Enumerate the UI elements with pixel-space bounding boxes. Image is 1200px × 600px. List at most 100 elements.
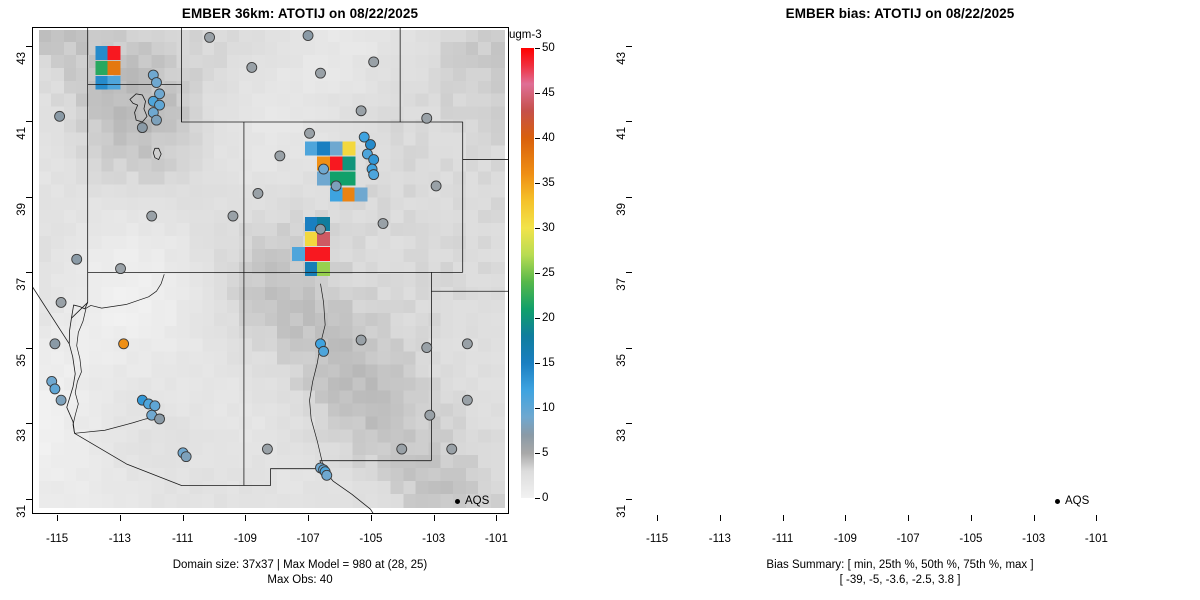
y-tick-label: 43 <box>616 51 628 65</box>
x-tickmark <box>782 515 784 521</box>
x-tick-label: -111 <box>171 533 194 545</box>
x-tickmark <box>308 515 310 521</box>
x-tickmark <box>119 515 121 521</box>
filled-circle-icon <box>455 498 460 504</box>
y-tick-label: 43 <box>16 51 28 65</box>
x-tickmark <box>719 515 721 521</box>
colorbar-tickmark <box>535 318 540 319</box>
x-tick-label: -103 <box>422 533 446 545</box>
colorbar-tickmark <box>535 228 540 229</box>
aqs-legend-right: AQS <box>1055 495 1089 507</box>
panel-model: EMBER 36km: ATOTIJ on 08/22/2025 -115 -11… <box>0 6 555 586</box>
y-tickmark <box>26 498 32 500</box>
aqs-legend-label-right: AQS <box>1065 495 1090 507</box>
x-tickmark <box>1033 515 1035 521</box>
x-tickmark <box>970 515 972 521</box>
y-tickmark <box>626 121 632 123</box>
colorbar-tick-label: 10 <box>542 402 555 414</box>
panel-bias: EMBER bias: ATOTIJ on 08/22/2025 -115 -11… <box>600 0 1200 600</box>
colorbar-tickmark <box>535 498 540 499</box>
y-tick-label: 33 <box>616 429 628 443</box>
panel-model-title: EMBER 36km: ATOTIJ on 08/22/2025 <box>181 6 419 21</box>
y-tick-label: 41 <box>16 127 28 141</box>
model-caption-line1: Domain size: 37x37 | Max Model = 980 at … <box>172 559 428 571</box>
x-tickmark <box>433 515 435 521</box>
x-tick-label: -101 <box>484 533 508 545</box>
model-colorbar: ugm-3 0 5 10 15 20 25 30 35 40 45 50 <box>509 29 555 504</box>
x-tick-label: -101 <box>1084 533 1108 545</box>
x-tick-label: -111 <box>771 533 794 545</box>
model-colorbar-gradient <box>521 48 534 498</box>
y-tickmark <box>626 45 632 47</box>
x-tickmark <box>57 515 59 521</box>
y-tick-label: 31 <box>16 504 28 518</box>
filled-circle-icon <box>1055 498 1060 504</box>
model-caption-line2: Max Obs: 40 <box>267 574 333 586</box>
x-tick-label: -103 <box>1022 533 1046 545</box>
colorbar-tickmark <box>535 138 540 139</box>
bias-x-axis: -115 -113 -111 -109 -107 -105 -103 -101 <box>632 515 1109 549</box>
colorbar-tick-label: 0 <box>542 492 549 504</box>
x-tick-label: -105 <box>959 533 983 545</box>
x-tickmark <box>496 515 498 521</box>
x-tickmark <box>1096 515 1098 521</box>
y-tickmark <box>626 347 632 349</box>
model-y-axis: 31 33 35 37 39 41 43 <box>0 27 32 518</box>
colorbar-tick-label: 50 <box>542 42 555 54</box>
y-tick-label: 31 <box>616 504 628 518</box>
colorbar-tick-label: 15 <box>542 357 555 369</box>
y-tickmark <box>26 45 32 47</box>
y-tickmark <box>26 272 32 274</box>
y-tickmark <box>626 272 632 274</box>
y-tick-label: 33 <box>16 429 28 443</box>
y-tick-label: 37 <box>16 278 28 292</box>
x-tick-label: -113 <box>108 533 131 545</box>
x-tickmark <box>657 515 659 521</box>
x-tick-label: -107 <box>896 533 920 545</box>
model-colorbar-unit: ugm-3 <box>509 29 542 41</box>
bias-y-axis: 31 33 35 37 39 41 43 <box>600 27 632 518</box>
colorbar-tick-label: 20 <box>542 312 555 324</box>
aqs-legend-label-left: AQS <box>465 495 490 507</box>
x-tickmark <box>845 515 847 521</box>
colorbar-tickmark <box>535 408 540 409</box>
model-raster-canvas <box>33 28 508 513</box>
model-x-axis: -115 -113 -111 -109 -107 -105 -103 -101 <box>32 515 509 549</box>
y-tickmark <box>26 196 32 198</box>
bias-caption-line2: [ -39, -5, -3.6, -2.5, 3.8 ] <box>839 574 961 586</box>
aqs-legend-left: AQS <box>455 495 489 507</box>
colorbar-tick-label: 30 <box>542 222 555 234</box>
x-tick-label: -113 <box>708 533 731 545</box>
y-tickmark <box>626 498 632 500</box>
y-tick-label: 35 <box>616 353 628 367</box>
y-tick-label: 39 <box>616 202 628 216</box>
colorbar-tickmark <box>535 183 540 184</box>
y-tickmark <box>26 423 32 425</box>
x-tickmark <box>182 515 184 521</box>
bias-caption-line1: Bias Summary: [ min, 25th %, 50th %, 75t… <box>766 559 1034 571</box>
panel-bias-title: EMBER bias: ATOTIJ on 08/22/2025 <box>785 6 1015 21</box>
y-tick-label: 35 <box>16 353 28 367</box>
x-tick-label: -107 <box>296 533 320 545</box>
y-tickmark <box>26 347 32 349</box>
y-tickmark <box>626 196 632 198</box>
colorbar-tickmark <box>535 273 540 274</box>
x-tick-label: -109 <box>233 533 257 545</box>
colorbar-tick-label: 5 <box>542 447 549 459</box>
x-tickmark <box>245 515 247 521</box>
x-tick-label: -105 <box>359 533 383 545</box>
y-tickmark <box>626 423 632 425</box>
x-tickmark <box>370 515 372 521</box>
colorbar-tickmark <box>535 93 540 94</box>
y-tick-label: 41 <box>616 127 628 141</box>
x-tick-label: -109 <box>833 533 857 545</box>
y-tick-label: 39 <box>16 202 28 216</box>
model-map-plot[interactable] <box>32 27 509 514</box>
colorbar-tick-label: 45 <box>542 87 555 99</box>
colorbar-tickmark <box>535 453 540 454</box>
colorbar-tick-label: 35 <box>542 177 555 189</box>
colorbar-tickmark <box>535 363 540 364</box>
y-tick-label: 37 <box>616 278 628 292</box>
x-tick-label: -115 <box>46 533 69 545</box>
